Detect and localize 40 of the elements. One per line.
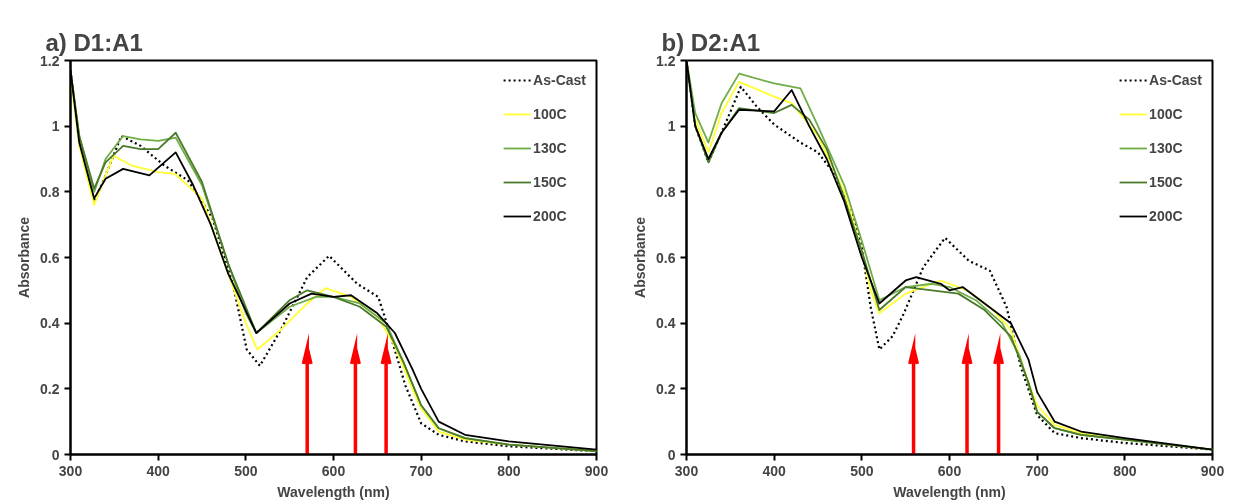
y-tick-label: 1: [51, 118, 60, 135]
y-tick-label: 0.4: [656, 315, 676, 332]
x-tick-label: 700: [1025, 462, 1050, 479]
legend-label: As-Cast: [533, 72, 586, 88]
legend-label: As-Cast: [1149, 72, 1202, 88]
y-tick-label: 0.6: [656, 249, 676, 266]
x-tick-label: 600: [321, 462, 346, 479]
legend-label: 200C: [533, 208, 567, 224]
x-tick-label: 500: [234, 462, 258, 479]
legend-label: 150C: [1149, 174, 1183, 190]
x-tick-label: 800: [1113, 462, 1137, 479]
y-tick-label: 0.4: [40, 315, 60, 332]
x-tick-label: 300: [58, 462, 83, 479]
legend-label: 130C: [533, 140, 567, 156]
x-axis-title: Wavelength (nm): [277, 483, 390, 500]
x-tick-label: 900: [584, 462, 609, 479]
x-tick-label: 800: [497, 462, 521, 479]
y-axis-title: Absorbance: [632, 216, 649, 298]
legend-label: 100C: [1149, 106, 1183, 122]
x-tick-label: 400: [762, 462, 787, 479]
legend-label: 100C: [533, 106, 567, 122]
x-axis-title: Wavelength (nm): [893, 483, 1006, 500]
x-tick-label: 600: [937, 462, 962, 479]
y-axis-title: Absorbance: [16, 216, 33, 298]
y-tick-label: 0.8: [40, 183, 60, 200]
x-tick-label: 400: [146, 462, 171, 479]
x-tick-label: 700: [409, 462, 434, 479]
legend-label: 150C: [533, 174, 567, 190]
legend-label: 130C: [1149, 140, 1183, 156]
y-tick-label: 0.2: [656, 380, 676, 397]
y-tick-label: 1: [667, 118, 676, 135]
y-tick-label: 0.6: [40, 249, 60, 266]
y-tick-label: 0: [51, 446, 60, 463]
y-tick-label: 0.8: [656, 183, 676, 200]
x-tick-label: 500: [850, 462, 874, 479]
x-tick-label: 300: [674, 462, 699, 479]
y-tick-label: 0: [667, 446, 676, 463]
legend-label: 200C: [1149, 208, 1183, 224]
x-tick-label: 900: [1200, 462, 1225, 479]
y-tick-label: 0.2: [40, 380, 60, 397]
